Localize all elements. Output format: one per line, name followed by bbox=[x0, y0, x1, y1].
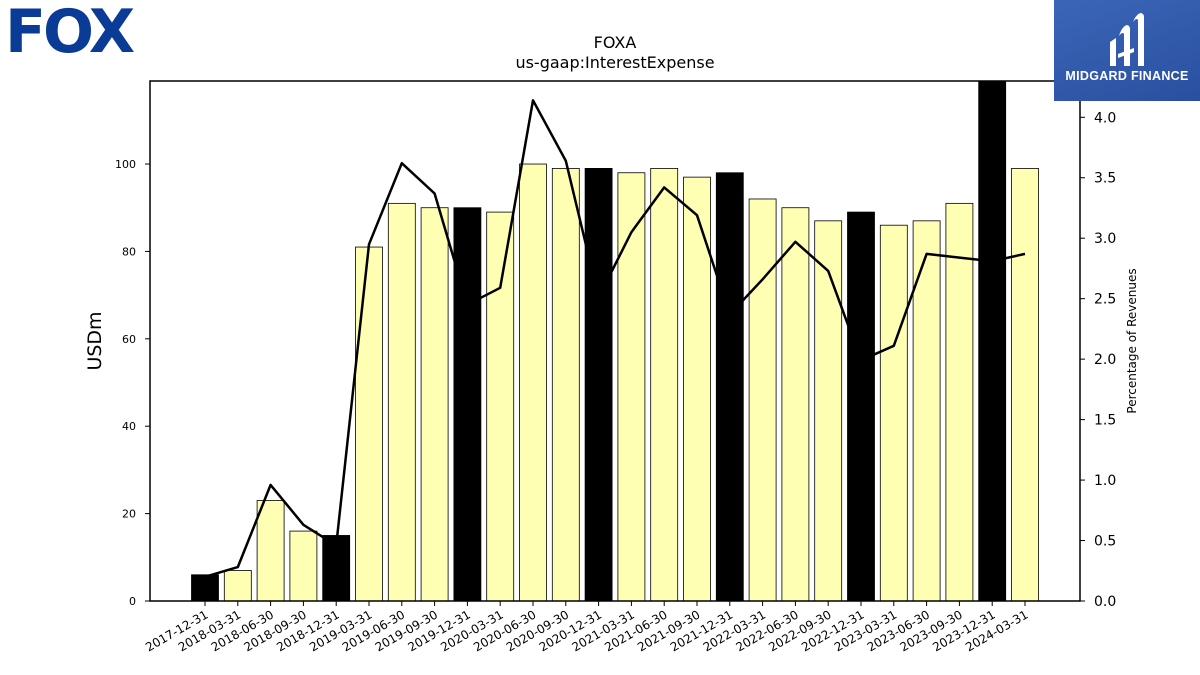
fox-logo: FOX bbox=[5, 2, 135, 62]
bar bbox=[551, 167, 580, 602]
chart-title: FOXA bbox=[594, 33, 637, 52]
bar bbox=[748, 198, 777, 602]
bar bbox=[223, 570, 252, 602]
y2-tick-label: 3.0 bbox=[1094, 231, 1116, 247]
y-axis-label: USDm bbox=[84, 311, 106, 370]
bar-layer bbox=[191, 80, 1039, 602]
bar bbox=[814, 220, 843, 602]
bar bbox=[191, 574, 219, 602]
bar bbox=[650, 167, 679, 602]
bar bbox=[486, 211, 515, 602]
line-layer bbox=[204, 99, 1026, 578]
bar bbox=[847, 211, 875, 602]
percentage-line bbox=[204, 99, 1026, 578]
bar bbox=[584, 167, 613, 602]
y-tick-label: 40 bbox=[122, 420, 136, 433]
bar bbox=[1011, 167, 1039, 602]
y2-tick-label: 2.0 bbox=[1094, 352, 1116, 368]
bar bbox=[781, 207, 810, 602]
y2-tick-label: 2.5 bbox=[1094, 292, 1116, 308]
chart-subtitle: us-gaap:InterestExpense bbox=[515, 53, 714, 72]
y2-tick-label: 0.5 bbox=[1094, 534, 1116, 550]
bar bbox=[912, 220, 941, 602]
bar bbox=[715, 172, 744, 602]
y-tick-label: 100 bbox=[115, 158, 136, 171]
bar bbox=[256, 500, 285, 602]
y2-tick-label: 1.5 bbox=[1094, 413, 1116, 429]
y-tick-label: 20 bbox=[122, 508, 136, 521]
bar bbox=[945, 202, 974, 602]
y-tick-label: 0 bbox=[129, 595, 136, 608]
y-tick-label: 80 bbox=[122, 245, 136, 258]
bar bbox=[879, 224, 908, 602]
bar bbox=[355, 246, 383, 602]
midgard-mark-icon bbox=[1110, 13, 1144, 66]
fox-logo-text: FOX bbox=[5, 0, 135, 67]
left-axis: 0 20 40 60 80 100 bbox=[115, 158, 150, 608]
y2-tick-label: 3.5 bbox=[1094, 171, 1116, 187]
bar bbox=[453, 207, 482, 602]
plot-frame bbox=[149, 80, 1081, 602]
bar bbox=[683, 176, 711, 602]
midgard-finance-text: MIDGARD FINANCE bbox=[1065, 69, 1189, 83]
bar bbox=[289, 530, 318, 602]
right-axis: 0.0 0.5 1.0 1.5 2.0 2.5 3.0 3.5 4.0 bbox=[1080, 110, 1116, 610]
bar bbox=[387, 202, 416, 602]
midgard-finance-logo: MIDGARD FINANCE bbox=[1054, 0, 1200, 101]
bar bbox=[519, 163, 547, 602]
bar bbox=[420, 207, 449, 602]
y2-axis-label: Percentage of Revenues bbox=[1125, 268, 1139, 413]
y2-tick-label: 1.0 bbox=[1094, 473, 1116, 489]
bar bbox=[978, 80, 1007, 602]
x-axis: 2017-12-312018-03-312018-06-302018-09-30… bbox=[143, 601, 1031, 654]
y2-tick-label: 4.0 bbox=[1094, 110, 1116, 126]
y2-tick-label: 0.0 bbox=[1094, 594, 1116, 610]
bar bbox=[617, 172, 646, 602]
y-tick-label: 60 bbox=[122, 333, 136, 346]
